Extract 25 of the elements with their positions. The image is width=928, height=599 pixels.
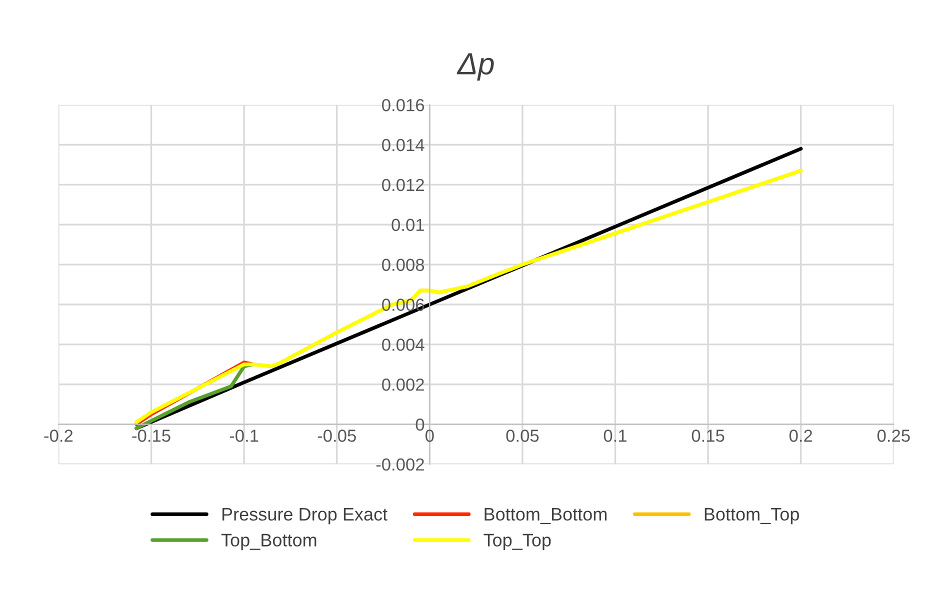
x-tick-label: 0.05	[506, 430, 539, 442]
legend-label: Bottom_Bottom	[484, 508, 607, 524]
x-tick-label: 0	[426, 430, 434, 442]
y-tick-label: 0.012	[382, 178, 424, 192]
x-tick-label: 0.25	[877, 430, 910, 442]
y-tick-label: 0.002	[382, 378, 424, 391]
y-tick-label: 0.004	[382, 338, 424, 351]
y-tick-label: 0.01	[392, 218, 424, 232]
x-tick-label: -0.15	[132, 430, 170, 442]
legend-label: Pressure Drop Exact	[222, 508, 388, 524]
y-tick-label: -0.002	[376, 458, 424, 471]
y-tick-label: 0.014	[382, 138, 424, 152]
x-tick-label: 0.2	[789, 430, 812, 442]
legend-label: Bottom_Top	[704, 508, 799, 524]
x-tick-label: 0.1	[604, 430, 626, 442]
y-tick-label: 0	[416, 418, 424, 431]
legend-label: Top_Top	[484, 534, 551, 550]
legend-label: Top_Bottom	[221, 534, 316, 550]
x-tick-label: -0.1	[230, 430, 258, 442]
x-tick-label: -0.2	[44, 430, 73, 442]
chart-title: Δp	[456, 53, 494, 81]
x-tick-label: 0.15	[692, 430, 724, 442]
y-tick-label: 0.008	[382, 258, 424, 272]
y-tick-label: 0.016	[382, 98, 424, 112]
x-tick-label: -0.05	[318, 430, 356, 442]
